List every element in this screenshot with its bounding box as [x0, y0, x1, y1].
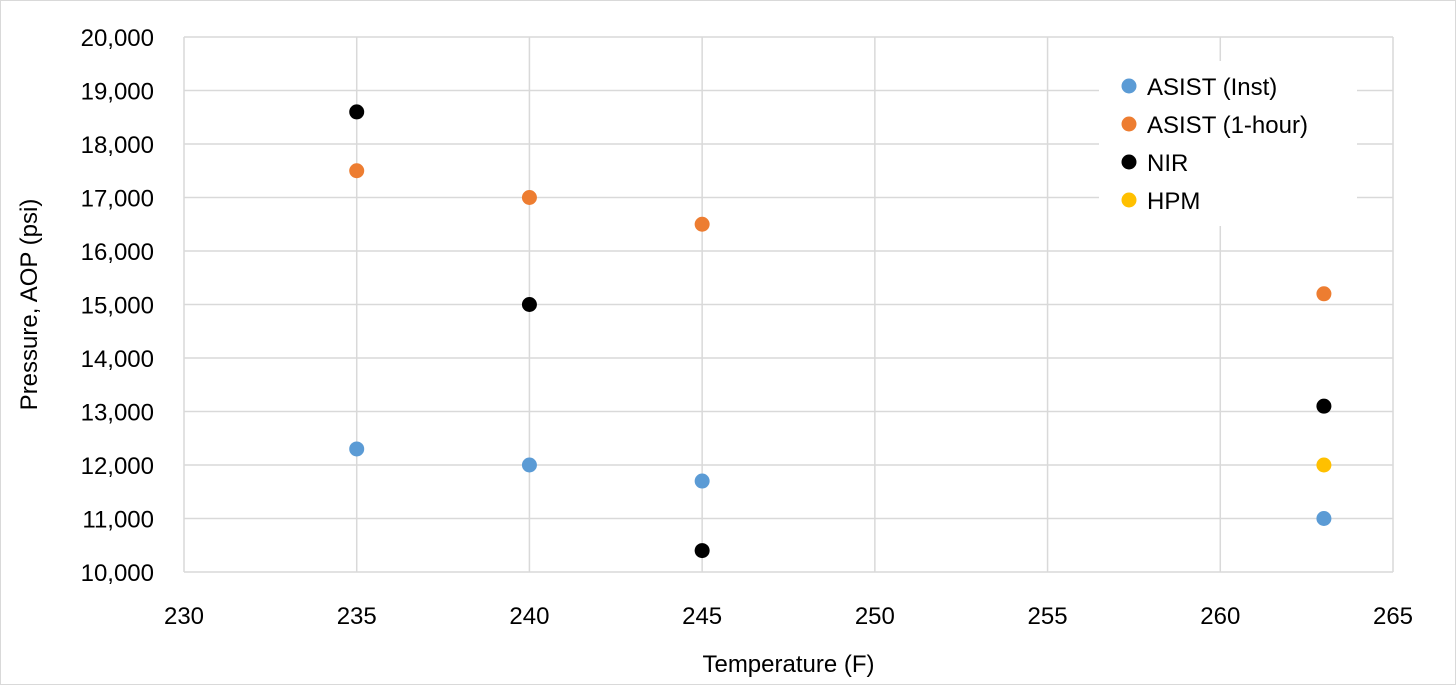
data-point [694, 473, 710, 489]
y-tick-label: 17,000 [81, 186, 154, 213]
tick-labels: 230 235 240 245 250 255 260 265 10,000 11,000 12,0… [81, 25, 1413, 630]
y-axis-title: Pressure, AOP (psi) [16, 199, 43, 411]
data-points [349, 104, 1332, 559]
legend-marker [1121, 192, 1137, 208]
data-point [694, 543, 710, 559]
data-point [521, 190, 537, 205]
legend-label: HPM [1147, 188, 1200, 215]
data-point [694, 216, 710, 232]
y-tick-label: 10,000 [81, 560, 154, 587]
legend-label: ASIST (1-hour) [1147, 112, 1308, 139]
data-point [349, 441, 365, 457]
x-tick-label: 240 [509, 603, 549, 630]
y-tick-label: 19,000 [81, 79, 154, 106]
legend-label: ASIST (Inst) [1147, 74, 1277, 101]
legend-background [1099, 61, 1357, 226]
x-tick-label: 255 [1028, 603, 1068, 630]
y-tick-label: 20,000 [81, 25, 154, 52]
data-point [349, 163, 365, 179]
x-tick-label: 245 [682, 603, 722, 630]
legend-marker [1121, 78, 1137, 94]
y-tick-label: 12,000 [81, 453, 154, 480]
x-tick-label: 230 [164, 603, 204, 630]
legend-marker [1121, 116, 1137, 132]
data-point [1316, 398, 1332, 414]
legend-label: NIR [1147, 150, 1188, 177]
data-point [521, 297, 537, 312]
x-tick-label: 250 [855, 603, 895, 630]
y-tick-label: 15,000 [81, 293, 154, 320]
y-tick-label: 13,000 [81, 400, 154, 427]
x-tick-label: 265 [1373, 603, 1413, 630]
data-point [1316, 286, 1332, 302]
x-axis-title: Temperature (F) [702, 651, 874, 678]
y-tick-label: 14,000 [81, 346, 154, 373]
data-point [1316, 511, 1332, 526]
data-point [349, 104, 365, 120]
legend: ASIST (Inst) ASIST (1-hour) NIR HPM [1099, 61, 1357, 226]
x-tick-label: 235 [337, 603, 377, 630]
x-tick-label: 260 [1200, 603, 1240, 630]
y-tick-label: 16,000 [81, 239, 154, 266]
legend-marker [1121, 154, 1137, 170]
y-tick-label: 11,000 [82, 507, 154, 534]
data-point [521, 457, 537, 473]
data-point [1316, 457, 1332, 473]
gridlines [183, 36, 1394, 573]
y-tick-label: 18,000 [81, 132, 154, 159]
